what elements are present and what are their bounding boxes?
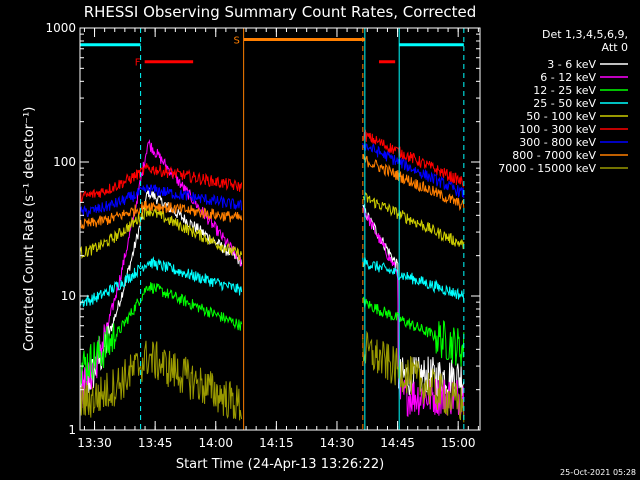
flag-bar-label: F: [135, 58, 141, 69]
series-trace: [362, 330, 465, 423]
y-tick-label: 100: [53, 155, 76, 169]
series-trace: [362, 143, 465, 199]
x-axis-label: Start Time (24-Apr-13 13:26:22): [176, 457, 384, 472]
legend-header-detectors: Det 1,3,4,5,6,9,: [542, 28, 628, 41]
y-tick-label: 1: [68, 423, 76, 437]
series-trace: [362, 154, 465, 212]
series-trace: [362, 257, 465, 302]
series-trace: [80, 206, 243, 261]
series-trace: [80, 282, 243, 387]
series-trace: [362, 192, 465, 250]
legend-entry-label: 25 - 50 keV: [533, 97, 596, 110]
series-trace: [80, 256, 243, 308]
y-axis-label: Corrected Count Rate (s⁻¹ detector⁻¹): [22, 107, 37, 352]
plot-frame: [79, 27, 481, 431]
y-axis: 1 10 100 1000: [45, 21, 480, 437]
x-tick-label: 15:00: [441, 436, 476, 450]
series-trace: [80, 340, 243, 421]
series-trace: [80, 184, 243, 218]
x-tick-label: 13:30: [77, 436, 112, 450]
x-tick-label: 13:45: [138, 436, 173, 450]
series-trace: [362, 207, 465, 418]
footer-timestamp: 25-Oct-2021 05:28: [560, 468, 636, 477]
legend-entry-label: 50 - 100 keV: [526, 110, 596, 123]
x-tick-label: 14:00: [198, 436, 233, 450]
legend-entry-label: 7000 - 15000 keV: [498, 162, 596, 175]
series-trace: [80, 139, 243, 409]
legend-entry-label: 100 - 300 keV: [519, 123, 596, 136]
legend-entry-label: 3 - 6 keV: [547, 58, 596, 71]
legend-entry-label: 12 - 25 keV: [533, 84, 596, 97]
x-tick-label: 14:45: [380, 436, 415, 450]
y-tick-label: 1000: [45, 21, 76, 35]
legend-entry-label: 6 - 12 keV: [540, 71, 596, 84]
y-tick-label: 10: [61, 289, 76, 303]
series-trace: [80, 200, 243, 230]
x-axis: 13:30 13:45 14:00 14:15 14:30 14:45 15:00: [77, 28, 479, 450]
chart-title: RHESSI Observing Summary Count Rates, Co…: [84, 3, 477, 21]
series-trace: [362, 296, 465, 367]
legend-header-attenuator: Att 0: [602, 41, 628, 54]
series-trace: [80, 163, 243, 203]
legend-entry-label: 800 - 7000 keV: [512, 149, 596, 162]
x-tick-label: 14:30: [320, 436, 355, 450]
x-tick-label: 14:15: [259, 436, 294, 450]
series-trace: [362, 129, 465, 188]
flag-bar-label: S: [233, 36, 239, 47]
legend-entry-label: 300 - 800 keV: [519, 136, 596, 149]
